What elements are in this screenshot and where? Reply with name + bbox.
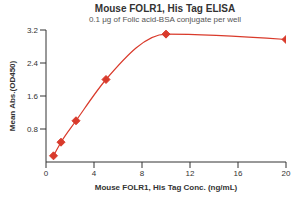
svg-text:2.4: 2.4 <box>27 59 39 68</box>
svg-text:0.8: 0.8 <box>27 125 39 134</box>
svg-text:12: 12 <box>186 169 195 178</box>
svg-text:8: 8 <box>140 169 145 178</box>
svg-text:20: 20 <box>282 169 291 178</box>
html-text:0.1 μg of Folic acid-BSA conju: 0.1 μg of Folic acid-BSA conjugate per w… <box>88 15 242 24</box>
svg-text:3.2: 3.2 <box>27 26 39 35</box>
svg-text:Mouse FOLR1, His Tag Conc. (ng: Mouse FOLR1, His Tag Conc. (ng/mL) <box>95 183 238 192</box>
svg-text:Mean Abs.(OD450): Mean Abs.(OD450) <box>8 60 17 131</box>
svg-text:16: 16 <box>234 169 243 178</box>
svg-text:1.6: 1.6 <box>27 92 39 101</box>
html-text:Mouse FOLR1, His Tag ELISA: Mouse FOLR1, His Tag ELISA <box>94 3 236 14</box>
svg-text:0: 0 <box>44 169 49 178</box>
svg-text:4: 4 <box>92 169 97 178</box>
